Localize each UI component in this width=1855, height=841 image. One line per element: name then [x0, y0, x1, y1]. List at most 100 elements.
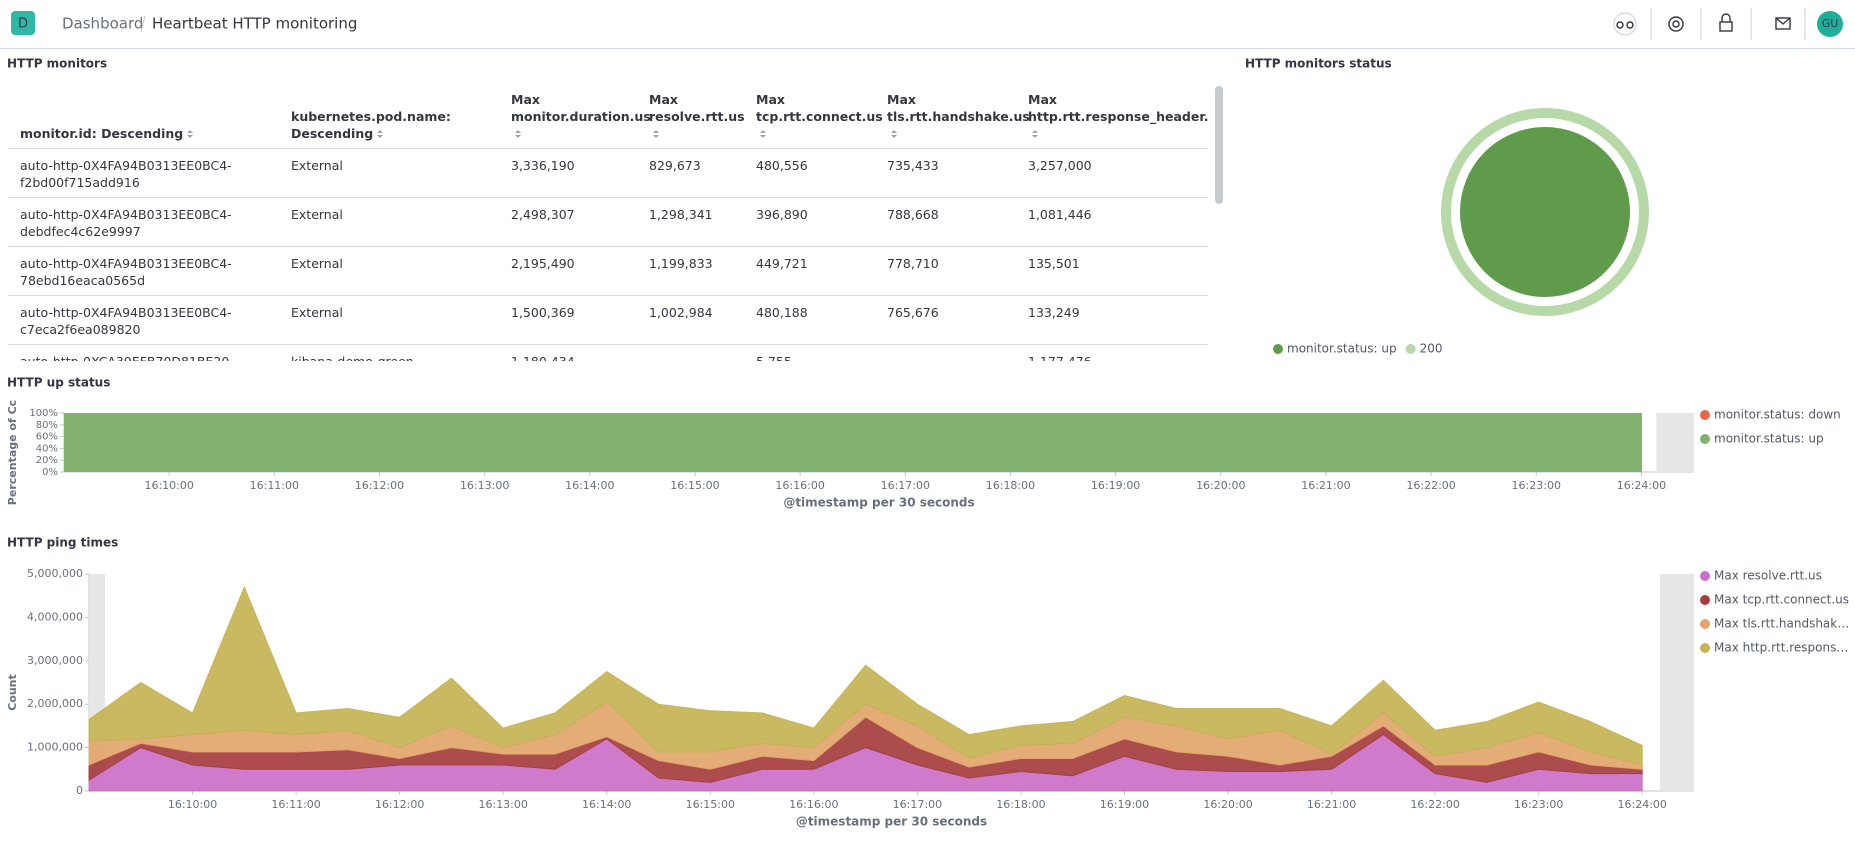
column-header-text: Max http.rtt.response_header.us	[1028, 91, 1208, 124]
x-tick-label: 16:24:00	[1618, 798, 1667, 811]
x-tick-label: 16:12:00	[355, 479, 404, 492]
x-tick-label: 16:23:00	[1514, 798, 1563, 811]
partial-bucket	[1656, 413, 1694, 472]
bar-segment	[1168, 413, 1222, 472]
bar-segment	[1220, 413, 1274, 472]
x-axis-title: @timestamp per 30 seconds	[783, 496, 974, 510]
breadcrumb-separator	[140, 15, 146, 33]
x-tick-label: 16:13:00	[478, 798, 527, 811]
sort-icon[interactable]	[376, 129, 384, 139]
column-header-text: kubernetes.pod.name: Descending	[291, 108, 451, 141]
table-cell: 3,257,000	[1016, 148, 1208, 198]
x-tick-label: 16:18:00	[986, 479, 1035, 492]
logo[interactable]	[11, 11, 35, 35]
y-tick-label: 3,000,000	[27, 654, 83, 667]
y-tick-label: 2,000,000	[27, 697, 83, 710]
avatar[interactable]	[1817, 11, 1843, 37]
table-row: auto-http-0X4FA94B0313EE0BC4-debdfec4c62…	[8, 197, 1208, 247]
column-header[interactable]: Max monitor.duration.us	[499, 88, 651, 149]
table-cell: 829,673	[637, 148, 744, 198]
x-tick-label: 16:16:00	[775, 479, 824, 492]
help-icon[interactable]	[1668, 16, 1684, 32]
bar-segment	[589, 413, 643, 472]
x-tick-label: 16:12:00	[375, 798, 424, 811]
bar-segment	[432, 413, 486, 472]
avatar-initials: GU	[1822, 17, 1839, 30]
breadcrumb-link[interactable]: Dashboard	[62, 15, 143, 33]
bar-segment	[537, 413, 591, 472]
legend-swatch	[1700, 410, 1710, 420]
sort-icon[interactable]	[759, 129, 767, 139]
x-tick-label: 16:10:00	[168, 798, 217, 811]
table-cell: 480,556	[744, 148, 875, 198]
y-tick-label: 0	[76, 784, 83, 797]
glasses-icon	[1616, 21, 1624, 29]
x-tick-label: 16:24:00	[1617, 479, 1666, 492]
y-tick-label: 80%	[36, 420, 58, 431]
mail-icon[interactable]	[1775, 17, 1791, 30]
column-header[interactable]: Max tls.rtt.handshake.us	[875, 88, 1030, 149]
table-cell: External	[279, 246, 499, 296]
y-tick-label: 20%	[36, 455, 58, 466]
x-tick-label: 16:20:00	[1196, 479, 1245, 492]
x-tick-label: 16:14:00	[565, 479, 614, 492]
bar-segment	[1325, 413, 1380, 472]
mail-flap	[1775, 17, 1791, 25]
bar-segment	[1063, 413, 1117, 472]
table-cell: 765,676	[875, 295, 1016, 345]
sort-icon[interactable]	[186, 129, 194, 139]
x-tick-label: 16:20:00	[1203, 798, 1252, 811]
legend-label: Max tcp.rtt.connect.us	[1714, 593, 1849, 607]
legend-label: monitor.status: down	[1714, 408, 1841, 422]
help-button[interactable]	[1613, 12, 1637, 36]
sort-icon[interactable]	[1031, 129, 1039, 139]
x-tick-label: 16:15:00	[686, 798, 735, 811]
panel-title: HTTP ping times	[7, 536, 118, 550]
table-cell: 396,890	[744, 197, 875, 247]
column-header-text: Max monitor.duration.us	[511, 91, 651, 124]
partial-bucket	[1660, 574, 1694, 791]
legend-label: Max resolve.rtt.us	[1714, 569, 1822, 583]
scrollbar-thumb[interactable]	[1215, 86, 1223, 204]
logo-letter: D	[18, 17, 28, 32]
lock-icon[interactable]	[1719, 21, 1733, 32]
y-tick-label: 0%	[42, 467, 58, 478]
column-header[interactable]: Max resolve.rtt.us	[637, 88, 745, 149]
panel-title: HTTP up status	[7, 376, 110, 390]
x-tick-label: 16:14:00	[582, 798, 631, 811]
legend-swatch	[1273, 344, 1283, 354]
column-header[interactable]: Max http.rtt.response_header.us	[1016, 88, 1208, 149]
bar-segment	[484, 413, 538, 472]
x-axis-title: @timestamp per 30 seconds	[796, 815, 987, 829]
breadcrumb-current: Heartbeat HTTP monitoring	[152, 15, 357, 33]
table-cell: 1,199,833	[637, 246, 744, 296]
sort-icon[interactable]	[514, 129, 522, 139]
pie-slice	[1457, 125, 1633, 299]
sort-icon[interactable]	[652, 129, 660, 139]
column-header[interactable]: Max tcp.rtt.connect.us	[744, 88, 883, 149]
sort-icon[interactable]	[890, 129, 898, 139]
table-cell	[875, 344, 1016, 361]
bar-segment	[274, 413, 328, 472]
legend-swatch	[1700, 434, 1710, 444]
column-header[interactable]: kubernetes.pod.name: Descending	[279, 88, 499, 149]
x-tick-label: 16:21:00	[1301, 479, 1350, 492]
x-tick-label: 16:11:00	[250, 479, 299, 492]
legend-label: Max http.rtt.respons…	[1714, 641, 1848, 655]
column-header[interactable]: monitor.id: Descending	[8, 88, 279, 149]
legend-label: monitor.status: up	[1287, 342, 1397, 356]
bar-segment	[1483, 413, 1537, 472]
table-cell: 133,249	[1016, 295, 1208, 345]
legend-swatch	[1700, 619, 1710, 629]
table-cell: 735,433	[875, 148, 1016, 198]
bar-segment	[116, 413, 170, 472]
table-cell: 1,081,446	[1016, 197, 1208, 247]
x-tick-label: 16:11:00	[271, 798, 320, 811]
table-cell: 1,298,341	[637, 197, 744, 247]
bar-segment	[905, 413, 959, 472]
legend-swatch	[1700, 643, 1710, 653]
table-row: auto-http-0X4FA94B0313EE0BC4-78ebd16eaca…	[8, 246, 1208, 296]
table-cell	[637, 344, 744, 361]
y-tick-label: 5,000,000	[27, 567, 83, 580]
x-tick-label: 16:10:00	[144, 479, 193, 492]
